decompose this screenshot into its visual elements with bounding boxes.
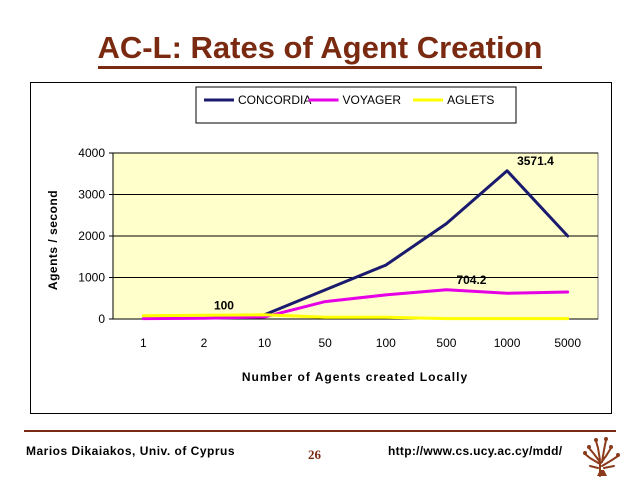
x-tick-label: 100	[376, 336, 396, 350]
data-label: 704.2	[456, 273, 486, 287]
footer-divider	[24, 430, 616, 432]
legend-label-aglets: AGLETS	[447, 93, 494, 107]
chart-container: CONCORDIA VOYAGER AGLETS 0 1000 2000 3000 4000…	[30, 82, 612, 414]
footer-url: http://www.cs.ucy.ac.cy/mdd/	[388, 444, 563, 458]
x-tick-label: 50	[319, 336, 333, 350]
page-number: 26	[308, 447, 321, 462]
line-chart: CONCORDIA VOYAGER AGLETS 0 1000 2000 3000 4000…	[30, 82, 612, 414]
x-axis-label: Number of Agents created Locally	[242, 370, 468, 384]
slide-title-text: AC-L: Rates of Agent Creation	[97, 30, 543, 69]
x-tick-label: 1	[140, 336, 147, 350]
legend-label-voyager: VOYAGER	[343, 93, 402, 107]
plot-area: 0 1000 2000 3000 4000 1 2 10 50 100 500 1000 5000 100…	[78, 146, 599, 350]
y-tick-label: 0	[98, 312, 105, 326]
chart-legend: CONCORDIA VOYAGER AGLETS	[195, 86, 517, 124]
footer-author: Marios Dikaiakos, Univ. of Cyprus	[26, 444, 235, 458]
series-line-voyager	[141, 288, 570, 321]
data-label: 100	[214, 298, 234, 312]
data-label: 3571.4	[517, 154, 554, 168]
series-line-concordia	[263, 169, 570, 317]
x-tick-label: 2	[201, 336, 208, 350]
tree-icon	[580, 434, 624, 478]
x-tick-label: 1000	[494, 336, 521, 350]
x-tick-label: 5000	[554, 336, 581, 350]
y-axis-label: Agents / second	[46, 190, 60, 290]
x-tick-label: 500	[436, 336, 456, 350]
legend-label-concordia: CONCORDIA	[238, 93, 311, 107]
slide-title: AC-L: Rates of Agent Creation	[0, 30, 640, 69]
y-tick-label: 3000	[78, 188, 105, 202]
y-tick-label: 4000	[78, 146, 105, 160]
legend-box	[195, 86, 517, 124]
y-tick-label: 1000	[78, 271, 105, 285]
y-tick-label: 2000	[78, 229, 105, 243]
series-line-aglets	[141, 313, 570, 321]
x-tick-label: 10	[258, 336, 272, 350]
